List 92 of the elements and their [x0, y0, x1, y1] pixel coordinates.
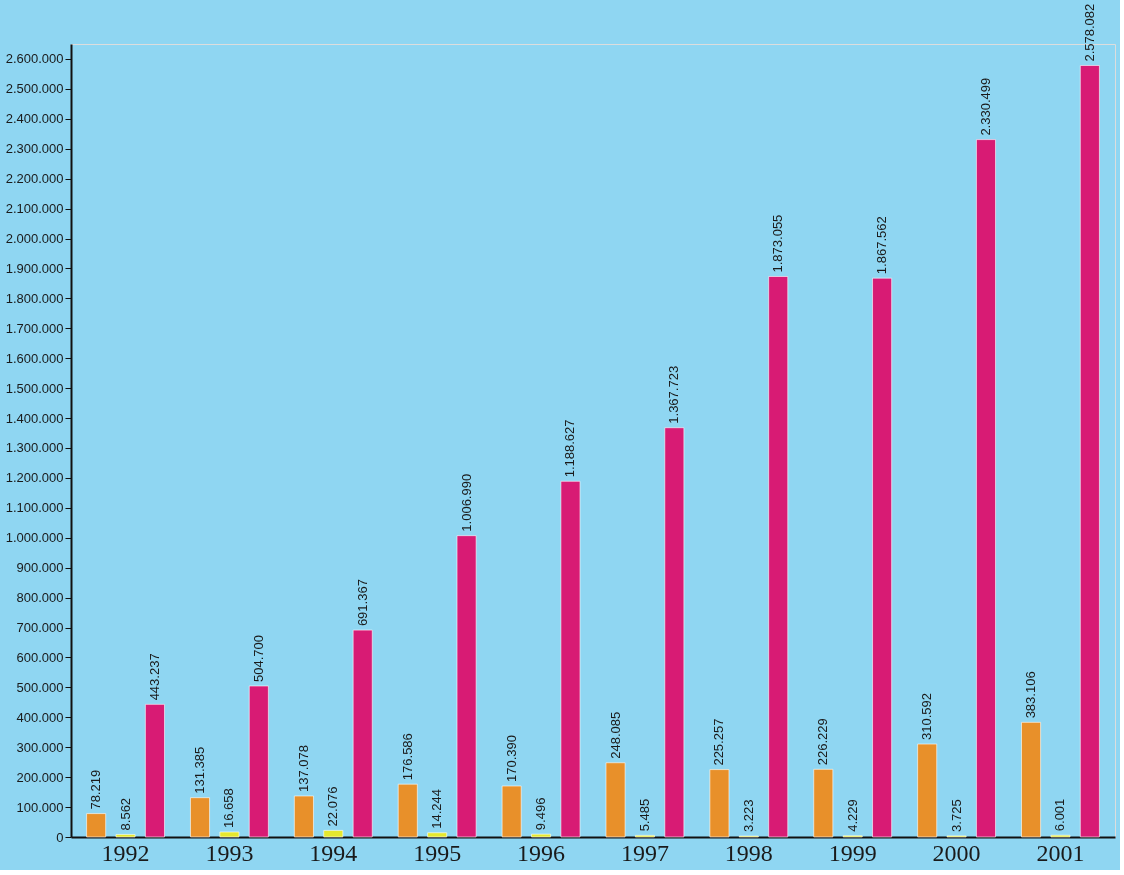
bar	[917, 743, 938, 838]
y-tick-label: 600.000	[16, 649, 64, 665]
x-tick-label: 2001	[1036, 839, 1085, 866]
x-tick-label: 1996	[517, 839, 566, 866]
data-label: 225.257	[711, 718, 727, 766]
bar	[397, 783, 418, 838]
y-tick-label: 1.800.000	[5, 290, 64, 306]
data-label: 1.006.990	[458, 473, 474, 532]
y-tick-label: 2.300.000	[5, 141, 64, 157]
bar	[872, 277, 893, 838]
bar	[144, 703, 165, 838]
bar	[664, 427, 685, 838]
y-tick-label: 200.000	[16, 769, 64, 785]
data-label: 5.485	[636, 798, 652, 832]
data-label: 22.076	[325, 786, 341, 827]
bar	[248, 685, 269, 838]
y-tick-label: 0	[56, 829, 64, 845]
data-label: 1.367.723	[666, 365, 682, 424]
data-label: 4.229	[844, 799, 860, 832]
bar	[1079, 65, 1100, 838]
data-label: 226.229	[815, 718, 831, 766]
data-label: 3.223	[740, 799, 756, 833]
bar	[501, 785, 522, 838]
bar	[560, 480, 581, 838]
data-label: 310.592	[919, 693, 935, 741]
bar	[86, 813, 107, 838]
bar	[323, 829, 344, 838]
x-tick-label: 1997	[620, 839, 669, 866]
bar	[1021, 721, 1042, 838]
bar	[975, 139, 997, 838]
bar	[427, 832, 448, 838]
data-label: 9.496	[533, 797, 549, 831]
data-label: 2.578.082	[1081, 3, 1097, 62]
data-label: 504.700	[250, 634, 266, 682]
y-tick-label: 1.300.000	[5, 440, 64, 456]
y-tick-label: 400.000	[16, 709, 64, 725]
data-label: 1.873.055	[770, 214, 786, 273]
y-tick-label: 1.400.000	[5, 410, 64, 426]
y-tick-label: 500.000	[16, 679, 64, 695]
data-label: 2.330.499	[977, 77, 993, 136]
data-label: 691.367	[354, 579, 370, 627]
y-tick-label: 1.200.000	[5, 470, 64, 486]
data-label: 137.078	[295, 744, 311, 792]
y-tick-label: 800.000	[16, 590, 64, 606]
y-tick-label: 2.200.000	[5, 171, 64, 187]
y-tick-label: 2.600.000	[5, 51, 64, 67]
y-tick-label: 1.600.000	[5, 350, 64, 366]
bar	[293, 795, 314, 838]
data-label: 131.385	[192, 746, 208, 794]
data-label: 8.562	[117, 797, 133, 831]
bar	[352, 629, 373, 838]
data-label: 383.106	[1023, 671, 1039, 719]
x-tick-label: 1995	[413, 839, 462, 866]
bar	[219, 831, 240, 838]
y-tick-label: 2.100.000	[5, 201, 64, 217]
data-label: 248.085	[607, 711, 623, 759]
data-label: 443.237	[146, 653, 162, 701]
y-tick-label: 100.000	[16, 799, 64, 815]
x-tick-label: 1994	[309, 839, 358, 866]
y-tick-label: 900.000	[16, 560, 64, 576]
data-label: 16.658	[221, 788, 237, 829]
x-tick-label: 1993	[205, 839, 254, 866]
x-tick-label: 2000	[932, 839, 981, 866]
y-tick-label: 300.000	[16, 739, 64, 755]
y-tick-label: 2.500.000	[5, 81, 64, 97]
y-tick-label: 700.000	[16, 620, 64, 636]
bar	[531, 833, 552, 838]
bar	[189, 797, 211, 838]
y-tick-label: 1.900.000	[5, 260, 64, 276]
bar	[115, 833, 136, 838]
bar	[605, 762, 626, 838]
x-tick-label: 1992	[101, 839, 150, 866]
x-tick-label: 1999	[828, 839, 877, 866]
bar	[813, 768, 834, 838]
y-tick-label: 1.500.000	[5, 380, 64, 396]
y-tick-label: 2.000.000	[5, 231, 64, 247]
data-label: 1.867.562	[874, 216, 890, 275]
data-label: 170.390	[503, 735, 519, 783]
y-tick-label: 1.000.000	[5, 530, 64, 546]
data-label: 176.586	[399, 733, 415, 781]
data-label: 14.244	[429, 788, 445, 829]
y-tick-label: 2.400.000	[5, 111, 64, 127]
x-tick-label: 1998	[724, 839, 773, 866]
y-tick-label: 1.100.000	[5, 500, 64, 516]
bar	[709, 769, 730, 838]
y-tick-label: 1.700.000	[5, 320, 64, 336]
data-label: 78.219	[88, 769, 104, 810]
bar	[456, 535, 477, 838]
data-label: 3.725	[948, 799, 964, 832]
data-label: 1.188.627	[562, 419, 578, 478]
data-label: 6.001	[1052, 798, 1068, 832]
bar	[768, 276, 789, 838]
